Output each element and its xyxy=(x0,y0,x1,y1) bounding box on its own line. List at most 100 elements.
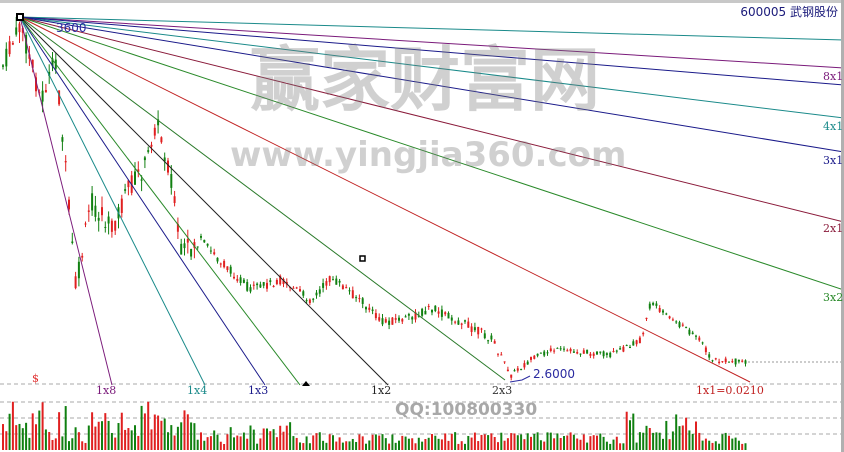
volume-bar xyxy=(605,441,608,450)
volume-bar xyxy=(602,436,605,450)
candle-body xyxy=(64,161,67,163)
candle-body xyxy=(559,348,562,350)
volume-bar xyxy=(731,438,734,450)
volume-bar xyxy=(11,401,14,450)
candle-body xyxy=(586,349,589,354)
volume-bar xyxy=(81,441,84,450)
candle-body xyxy=(213,252,216,255)
volume-bar xyxy=(186,414,189,450)
origin-price-label: 3600 xyxy=(56,21,87,35)
candle-body xyxy=(81,255,84,258)
scrollbar[interactable] xyxy=(841,0,844,452)
gann-label-4x1: 4x1 xyxy=(823,120,844,133)
watermark-qq: QQ:100800330 xyxy=(395,400,538,420)
volume-bar xyxy=(200,432,202,450)
volume-bar xyxy=(143,413,146,450)
candle-body xyxy=(74,276,77,289)
volume-bar xyxy=(398,440,400,450)
volume-bar xyxy=(77,432,80,450)
candle-body xyxy=(424,310,427,315)
candle-body xyxy=(110,220,113,232)
candle-body xyxy=(206,243,209,246)
volume-bar xyxy=(173,435,176,450)
candle-body xyxy=(305,300,308,302)
volume-bar xyxy=(645,425,648,450)
volume-bar xyxy=(341,442,344,450)
candle-body xyxy=(134,171,136,185)
volume-bar xyxy=(704,438,707,450)
candle-body xyxy=(292,287,295,289)
volume-bar xyxy=(170,425,173,450)
candle-body xyxy=(226,266,229,270)
candle-body xyxy=(685,326,688,328)
volume-bar xyxy=(2,424,4,450)
volume-bar xyxy=(196,439,199,450)
candle-body xyxy=(645,317,648,320)
volume-bar xyxy=(38,410,41,450)
candle-body xyxy=(599,351,602,353)
candle-body xyxy=(728,361,730,363)
candle-body xyxy=(239,277,242,283)
volume-bar xyxy=(48,431,51,450)
volume-bar xyxy=(157,415,160,450)
gann-line-8x1 xyxy=(19,16,844,69)
volume-bar xyxy=(665,420,668,450)
candle-body xyxy=(361,298,364,304)
volume-bar xyxy=(391,434,394,450)
stock-title: 600005 武钢股份 xyxy=(740,5,838,19)
candle-body xyxy=(493,341,496,344)
candle-body xyxy=(731,361,734,363)
candle-body xyxy=(513,370,516,372)
candle-body xyxy=(302,291,305,296)
candle-body xyxy=(5,48,8,67)
gann-label-1x8: 1x8 xyxy=(96,384,117,397)
candle-body xyxy=(437,311,440,314)
candle-body xyxy=(576,352,579,354)
candle-body xyxy=(427,305,430,307)
candle-body xyxy=(625,345,628,347)
gann-line-extra xyxy=(19,16,844,41)
volume-bar xyxy=(477,441,480,450)
candle-body xyxy=(312,298,315,300)
volume-bar xyxy=(625,411,628,450)
candle-body xyxy=(539,352,542,354)
volume-bar xyxy=(685,417,688,450)
candle-body xyxy=(15,27,18,35)
volume-bar xyxy=(460,441,463,450)
candle-body xyxy=(193,242,196,248)
volume-bar xyxy=(546,432,549,450)
candle-body xyxy=(589,353,592,356)
candle-body xyxy=(473,327,476,331)
volume-bar xyxy=(338,437,341,450)
gann-label-2x3: 2x3 xyxy=(492,384,513,397)
volume-bar xyxy=(216,434,219,450)
candle-body xyxy=(196,246,199,248)
volume-bar xyxy=(444,433,447,450)
candle-body xyxy=(371,309,374,311)
volume-bar xyxy=(203,440,206,450)
candle-body xyxy=(147,150,150,152)
candle-body xyxy=(566,350,569,352)
gann-label-1x1: 1x1=0.0210 xyxy=(696,384,764,397)
candle-body xyxy=(470,326,473,332)
gann-label-1x3: 1x3 xyxy=(248,384,269,397)
candle-body xyxy=(322,283,325,288)
candle-body xyxy=(150,144,153,147)
volume-bar xyxy=(378,435,381,450)
volume-bar xyxy=(308,443,311,450)
candle-body xyxy=(295,287,298,289)
candle-body xyxy=(708,354,711,358)
volume-bar xyxy=(734,437,737,450)
candle-body xyxy=(741,360,744,362)
volume-bar xyxy=(437,438,440,450)
volume-bar xyxy=(487,435,490,450)
volume-bar xyxy=(275,437,278,450)
volume-bar xyxy=(259,438,262,450)
volume-bar xyxy=(322,440,325,450)
volume-bar xyxy=(365,443,367,450)
volume-bar xyxy=(8,413,11,450)
volume-bar xyxy=(721,434,724,450)
candle-body xyxy=(77,261,80,279)
candle-body xyxy=(434,305,437,311)
